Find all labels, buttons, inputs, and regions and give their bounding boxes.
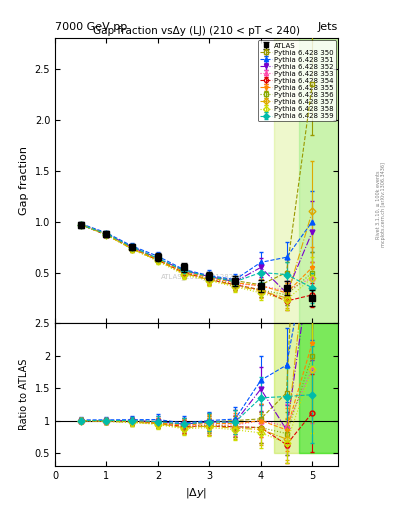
Text: Jets: Jets xyxy=(318,22,338,32)
Y-axis label: Gap fraction: Gap fraction xyxy=(19,146,29,216)
Text: Rivet 3.1.10, ≥ 100k events: Rivet 3.1.10, ≥ 100k events xyxy=(376,170,381,239)
Bar xyxy=(274,324,338,453)
Text: 7000 GeV pp: 7000 GeV pp xyxy=(55,22,127,32)
Bar xyxy=(299,38,338,324)
Legend: ATLAS, Pythia 6.428 350, Pythia 6.428 351, Pythia 6.428 352, Pythia 6.428 353, P: ATLAS, Pythia 6.428 350, Pythia 6.428 35… xyxy=(257,40,336,121)
X-axis label: $|\Delta y|$: $|\Delta y|$ xyxy=(185,486,208,500)
Title: Gap fraction vsΔy (LJ) (210 < pT < 240): Gap fraction vsΔy (LJ) (210 < pT < 240) xyxy=(93,26,300,36)
Y-axis label: Ratio to ATLAS: Ratio to ATLAS xyxy=(19,359,29,431)
Text: mcplots.cern.ch [arXiv:1306.3436]: mcplots.cern.ch [arXiv:1306.3436] xyxy=(381,162,386,247)
Bar xyxy=(274,38,338,324)
Bar xyxy=(299,324,338,453)
Text: ATLAS_2011_S9128244: ATLAS_2011_S9128244 xyxy=(161,273,243,280)
